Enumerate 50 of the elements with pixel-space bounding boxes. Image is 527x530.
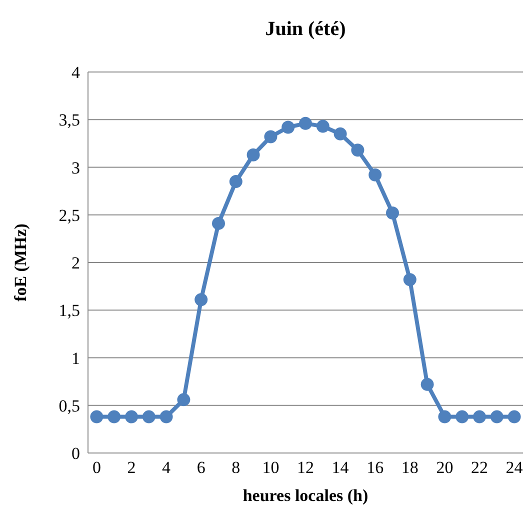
point [212,216,225,230]
x-tick-label: 22 [471,458,488,478]
x-tick-label: 12 [297,458,314,478]
y-tick-label: 0,5 [58,396,80,416]
x-tick-label: 24 [506,458,524,478]
x-tick-label: 20 [436,458,454,478]
point [420,378,434,391]
point [508,410,521,424]
point [316,120,330,133]
point [160,410,173,424]
y-tick-label: 3,5 [58,110,80,130]
point [229,175,242,188]
y-tick-label: 3 [72,158,80,178]
x-axis-title: heures locales (h) [242,486,368,505]
x-tick-label: 8 [232,458,240,478]
x-tick-label: 10 [262,458,280,478]
chart-title: Juin (été) [264,18,347,41]
x-tick-label: 16 [366,458,384,478]
x-tick-label: 4 [162,458,172,478]
x-tick-label: 2 [127,458,136,478]
point [299,116,312,130]
y-tick-label: 2,5 [58,206,80,225]
point [351,144,364,157]
point [264,130,278,144]
point [194,293,208,306]
point [456,410,469,424]
point [246,148,260,162]
x-tick-label: 0 [92,458,101,478]
point [403,273,416,286]
y-tick-label: 4 [72,63,80,82]
y-tick-label: 0 [72,444,80,464]
y-tick-label: 1,5 [58,301,80,320]
point [142,410,156,424]
point [282,120,295,134]
y-axis-title: foE (MHz) [11,224,30,302]
point [177,393,190,406]
x-tick-label: 6 [196,458,206,478]
x-tick-label: 14 [332,458,350,478]
point [368,168,382,182]
point [90,410,104,424]
point [473,410,486,424]
point [108,410,121,424]
point [490,410,504,424]
point [438,410,452,424]
point [386,206,399,220]
point [125,410,138,424]
y-tick-label: 1 [72,348,80,368]
point [334,127,347,140]
y-tick-label: 2 [72,254,80,273]
x-tick-label: 18 [401,458,418,478]
